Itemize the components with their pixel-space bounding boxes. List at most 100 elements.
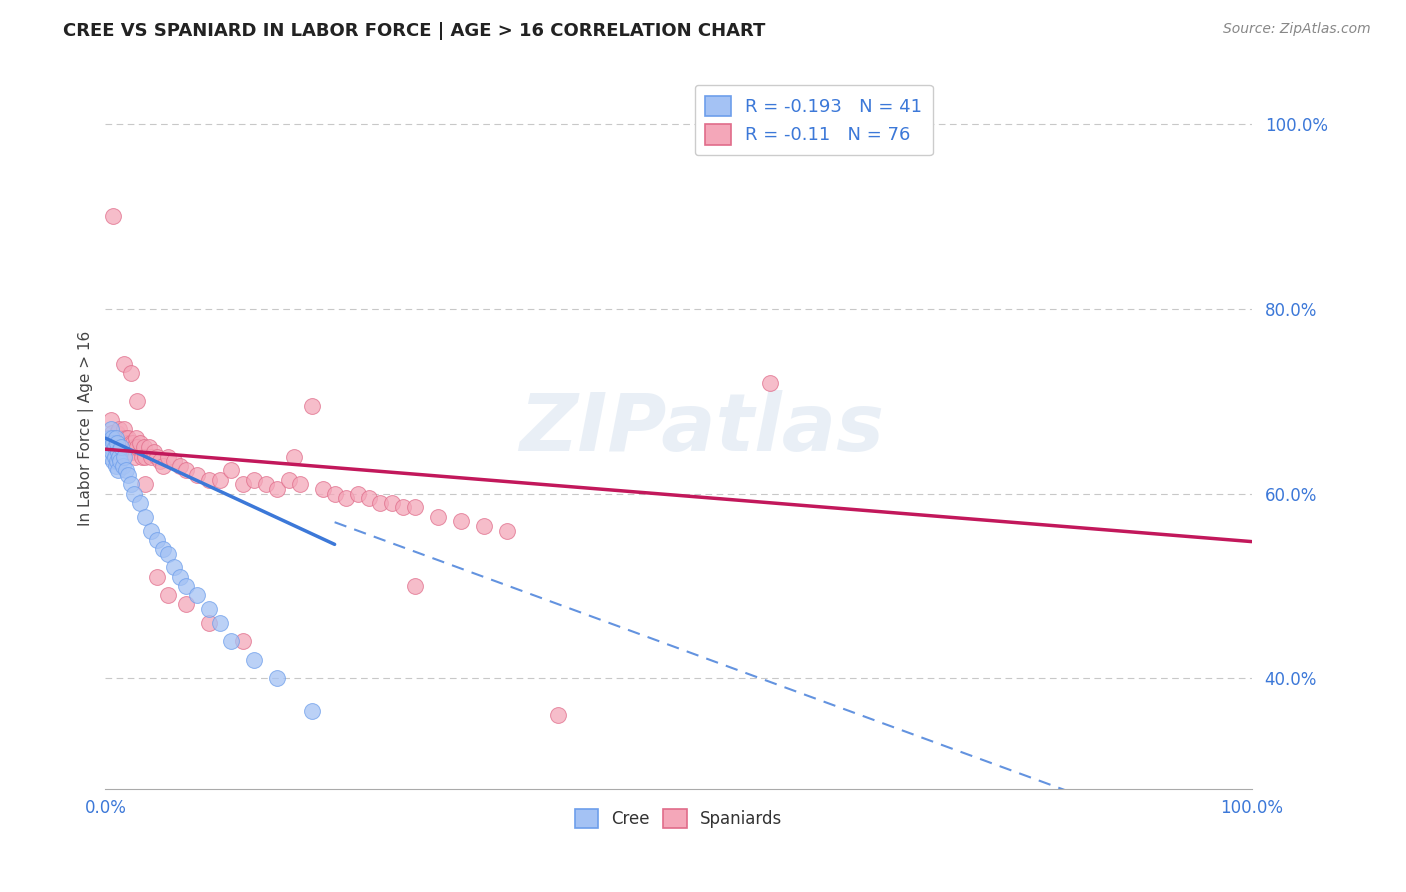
Point <box>301 399 323 413</box>
Point <box>426 509 449 524</box>
Point <box>146 533 169 547</box>
Point <box>392 500 415 515</box>
Point <box>107 431 129 445</box>
Point <box>277 473 299 487</box>
Point <box>197 473 219 487</box>
Point <box>97 431 120 445</box>
Point <box>149 454 172 468</box>
Point <box>381 496 404 510</box>
Point <box>357 491 380 505</box>
Point <box>141 524 163 538</box>
Point <box>370 496 392 510</box>
Point <box>312 482 335 496</box>
Point <box>131 450 153 464</box>
Point <box>208 473 231 487</box>
Text: ZIPatlas: ZIPatlas <box>519 390 884 468</box>
Point <box>120 367 142 381</box>
Point <box>111 435 134 450</box>
Point <box>142 445 165 459</box>
Point <box>266 482 288 496</box>
Point <box>232 634 254 648</box>
Point <box>266 671 288 685</box>
Point <box>115 435 138 450</box>
Point <box>108 422 131 436</box>
Point <box>141 450 163 464</box>
Legend: Cree, Spaniards: Cree, Spaniards <box>568 803 789 835</box>
Point <box>404 579 426 593</box>
Point <box>290 477 312 491</box>
Point <box>105 454 128 468</box>
Point <box>117 468 139 483</box>
Point <box>100 422 122 436</box>
Point <box>114 441 136 455</box>
Point <box>117 431 139 445</box>
Point <box>283 450 305 464</box>
Y-axis label: In Labor Force | Age > 16: In Labor Force | Age > 16 <box>79 331 94 526</box>
Point <box>112 422 135 436</box>
Point <box>404 500 426 515</box>
Point <box>174 598 197 612</box>
Point <box>101 445 124 459</box>
Point <box>108 450 131 464</box>
Point <box>335 491 357 505</box>
Point <box>138 441 160 455</box>
Point <box>104 458 127 473</box>
Point <box>759 376 782 390</box>
Point <box>115 463 138 477</box>
Point <box>104 431 127 445</box>
Point <box>120 435 142 450</box>
Point <box>100 412 122 426</box>
Point <box>163 560 186 574</box>
Point <box>254 477 277 491</box>
Point <box>110 441 132 455</box>
Point <box>103 450 125 464</box>
Point <box>101 431 124 445</box>
Point <box>186 468 208 483</box>
Point <box>124 450 146 464</box>
Point <box>122 486 145 500</box>
Point <box>163 454 186 468</box>
Point <box>111 458 134 473</box>
Point <box>495 524 517 538</box>
Point <box>105 435 128 450</box>
Point <box>110 454 132 468</box>
Point <box>104 441 127 455</box>
Point <box>112 357 135 371</box>
Point <box>157 588 180 602</box>
Point <box>134 509 156 524</box>
Point <box>243 473 266 487</box>
Point <box>197 602 219 616</box>
Point <box>174 463 197 477</box>
Point <box>152 541 174 556</box>
Point <box>103 454 125 468</box>
Point <box>146 450 169 464</box>
Point <box>208 615 231 630</box>
Point <box>125 431 148 445</box>
Point <box>100 441 122 455</box>
Point <box>450 514 472 528</box>
Point <box>105 426 128 441</box>
Point <box>197 615 219 630</box>
Point <box>103 435 125 450</box>
Point <box>110 441 132 455</box>
Point <box>101 426 124 441</box>
Point <box>112 450 135 464</box>
Point <box>221 634 243 648</box>
Point <box>232 477 254 491</box>
Point <box>169 458 191 473</box>
Point <box>174 579 197 593</box>
Point <box>134 450 156 464</box>
Point <box>122 441 145 455</box>
Point <box>323 486 346 500</box>
Point <box>103 210 125 224</box>
Point <box>103 441 125 455</box>
Point <box>103 431 125 445</box>
Point <box>122 435 145 450</box>
Point <box>107 445 129 459</box>
Point <box>301 704 323 718</box>
Point <box>157 450 180 464</box>
Point <box>134 477 156 491</box>
Point <box>169 570 191 584</box>
Point <box>120 477 142 491</box>
Point <box>472 519 495 533</box>
